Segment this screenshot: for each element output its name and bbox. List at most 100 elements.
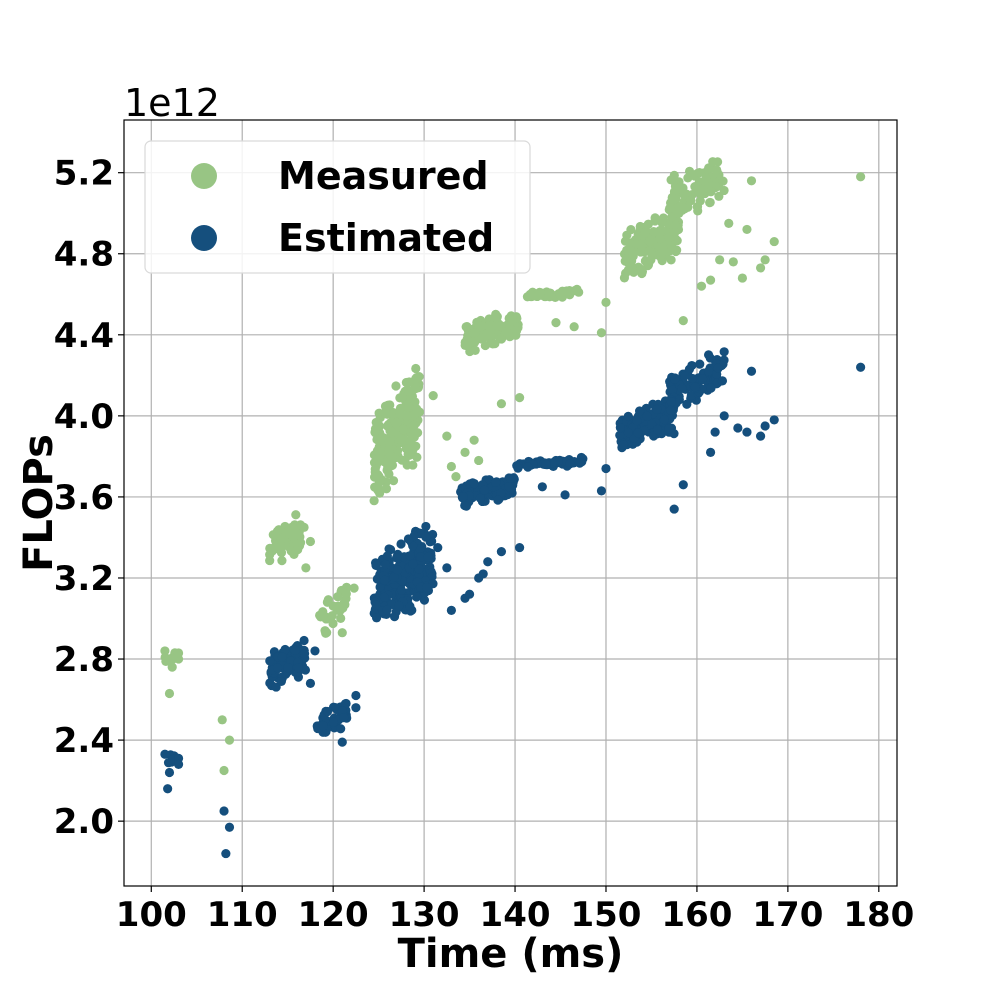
point-estimated bbox=[224, 822, 235, 832]
point-measured bbox=[392, 418, 402, 428]
point-estimated bbox=[299, 635, 309, 646]
point-estimated bbox=[380, 559, 391, 570]
point-measured bbox=[410, 409, 420, 419]
point-estimated bbox=[405, 551, 415, 561]
point-estimated bbox=[371, 613, 382, 623]
point-measured bbox=[728, 257, 738, 267]
point-estimated bbox=[697, 374, 708, 384]
x-tick-label: 130 bbox=[389, 895, 460, 935]
point-measured bbox=[692, 202, 703, 212]
point-measured bbox=[674, 202, 685, 212]
point-measured bbox=[706, 187, 716, 197]
point-estimated bbox=[682, 399, 692, 409]
point-measured bbox=[275, 542, 286, 552]
point-estimated bbox=[506, 473, 516, 483]
point-estimated bbox=[669, 504, 679, 514]
point-measured bbox=[623, 265, 633, 275]
point-measured bbox=[480, 340, 490, 351]
point-measured bbox=[370, 427, 380, 437]
point-estimated bbox=[677, 383, 687, 393]
point-measured bbox=[755, 263, 766, 273]
point-estimated bbox=[755, 431, 766, 441]
point-measured bbox=[724, 218, 734, 228]
point-measured bbox=[224, 735, 235, 745]
point-estimated bbox=[375, 582, 385, 592]
point-estimated bbox=[419, 595, 430, 605]
point-measured bbox=[318, 607, 328, 617]
point-estimated bbox=[666, 397, 677, 407]
point-estimated bbox=[219, 806, 229, 816]
point-measured bbox=[650, 213, 660, 223]
point-estimated bbox=[391, 553, 402, 563]
point-measured bbox=[507, 316, 517, 326]
point-estimated bbox=[446, 605, 456, 616]
point-estimated bbox=[596, 486, 607, 496]
y-tick-label: 3.2 bbox=[54, 559, 114, 599]
point-measured bbox=[622, 230, 632, 240]
point-measured bbox=[714, 191, 724, 201]
point-measured bbox=[380, 401, 391, 411]
point-estimated bbox=[379, 575, 390, 585]
point-measured bbox=[856, 172, 866, 182]
point-estimated bbox=[460, 500, 470, 511]
point-measured bbox=[217, 715, 227, 725]
point-estimated bbox=[687, 373, 698, 384]
point-estimated bbox=[318, 721, 328, 731]
point-estimated bbox=[713, 363, 723, 373]
point-measured bbox=[305, 536, 316, 547]
point-measured bbox=[667, 192, 677, 203]
point-estimated bbox=[670, 374, 680, 384]
point-measured bbox=[274, 525, 284, 535]
y-axis-title: FLOPs bbox=[16, 434, 62, 572]
point-measured bbox=[666, 175, 676, 185]
point-measured bbox=[620, 256, 630, 266]
point-measured bbox=[401, 377, 411, 388]
point-estimated bbox=[615, 423, 625, 433]
point-measured bbox=[276, 534, 287, 544]
point-measured bbox=[719, 185, 729, 196]
point-measured bbox=[442, 431, 452, 441]
point-measured bbox=[665, 203, 675, 213]
point-measured bbox=[384, 444, 394, 455]
point-estimated bbox=[389, 612, 400, 622]
plot-frame bbox=[123, 119, 898, 887]
point-measured bbox=[746, 176, 757, 186]
point-measured bbox=[561, 286, 572, 296]
point-estimated bbox=[290, 645, 300, 655]
point-estimated bbox=[615, 430, 625, 440]
point-estimated bbox=[493, 495, 503, 505]
point-measured bbox=[701, 173, 711, 184]
point-estimated bbox=[664, 424, 674, 434]
point-measured bbox=[413, 428, 423, 438]
point-estimated bbox=[678, 480, 688, 490]
point-measured bbox=[341, 589, 351, 599]
legend-marker-measured bbox=[191, 163, 217, 189]
point-estimated bbox=[479, 485, 489, 495]
point-measured bbox=[679, 190, 689, 200]
point-estimated bbox=[769, 415, 779, 425]
point-measured bbox=[322, 628, 332, 638]
point-measured bbox=[705, 198, 715, 208]
point-estimated bbox=[717, 376, 728, 386]
point-measured bbox=[472, 317, 482, 327]
point-measured bbox=[460, 447, 470, 457]
point-measured bbox=[387, 427, 397, 438]
point-measured bbox=[167, 662, 177, 672]
point-estimated bbox=[382, 605, 392, 615]
point-measured bbox=[372, 456, 383, 466]
point-measured bbox=[408, 444, 418, 454]
y-tick-label: 4.0 bbox=[54, 397, 114, 437]
point-measured bbox=[451, 472, 461, 482]
point-measured bbox=[469, 435, 479, 445]
point-estimated bbox=[403, 534, 414, 544]
point-estimated bbox=[703, 350, 714, 360]
legend-label-measured: Measured bbox=[278, 154, 489, 198]
point-measured bbox=[649, 226, 659, 237]
point-estimated bbox=[652, 404, 662, 415]
point-estimated bbox=[633, 428, 643, 438]
point-estimated bbox=[163, 784, 173, 794]
point-measured bbox=[160, 646, 170, 656]
point-estimated bbox=[336, 724, 346, 734]
point-measured bbox=[694, 168, 705, 178]
